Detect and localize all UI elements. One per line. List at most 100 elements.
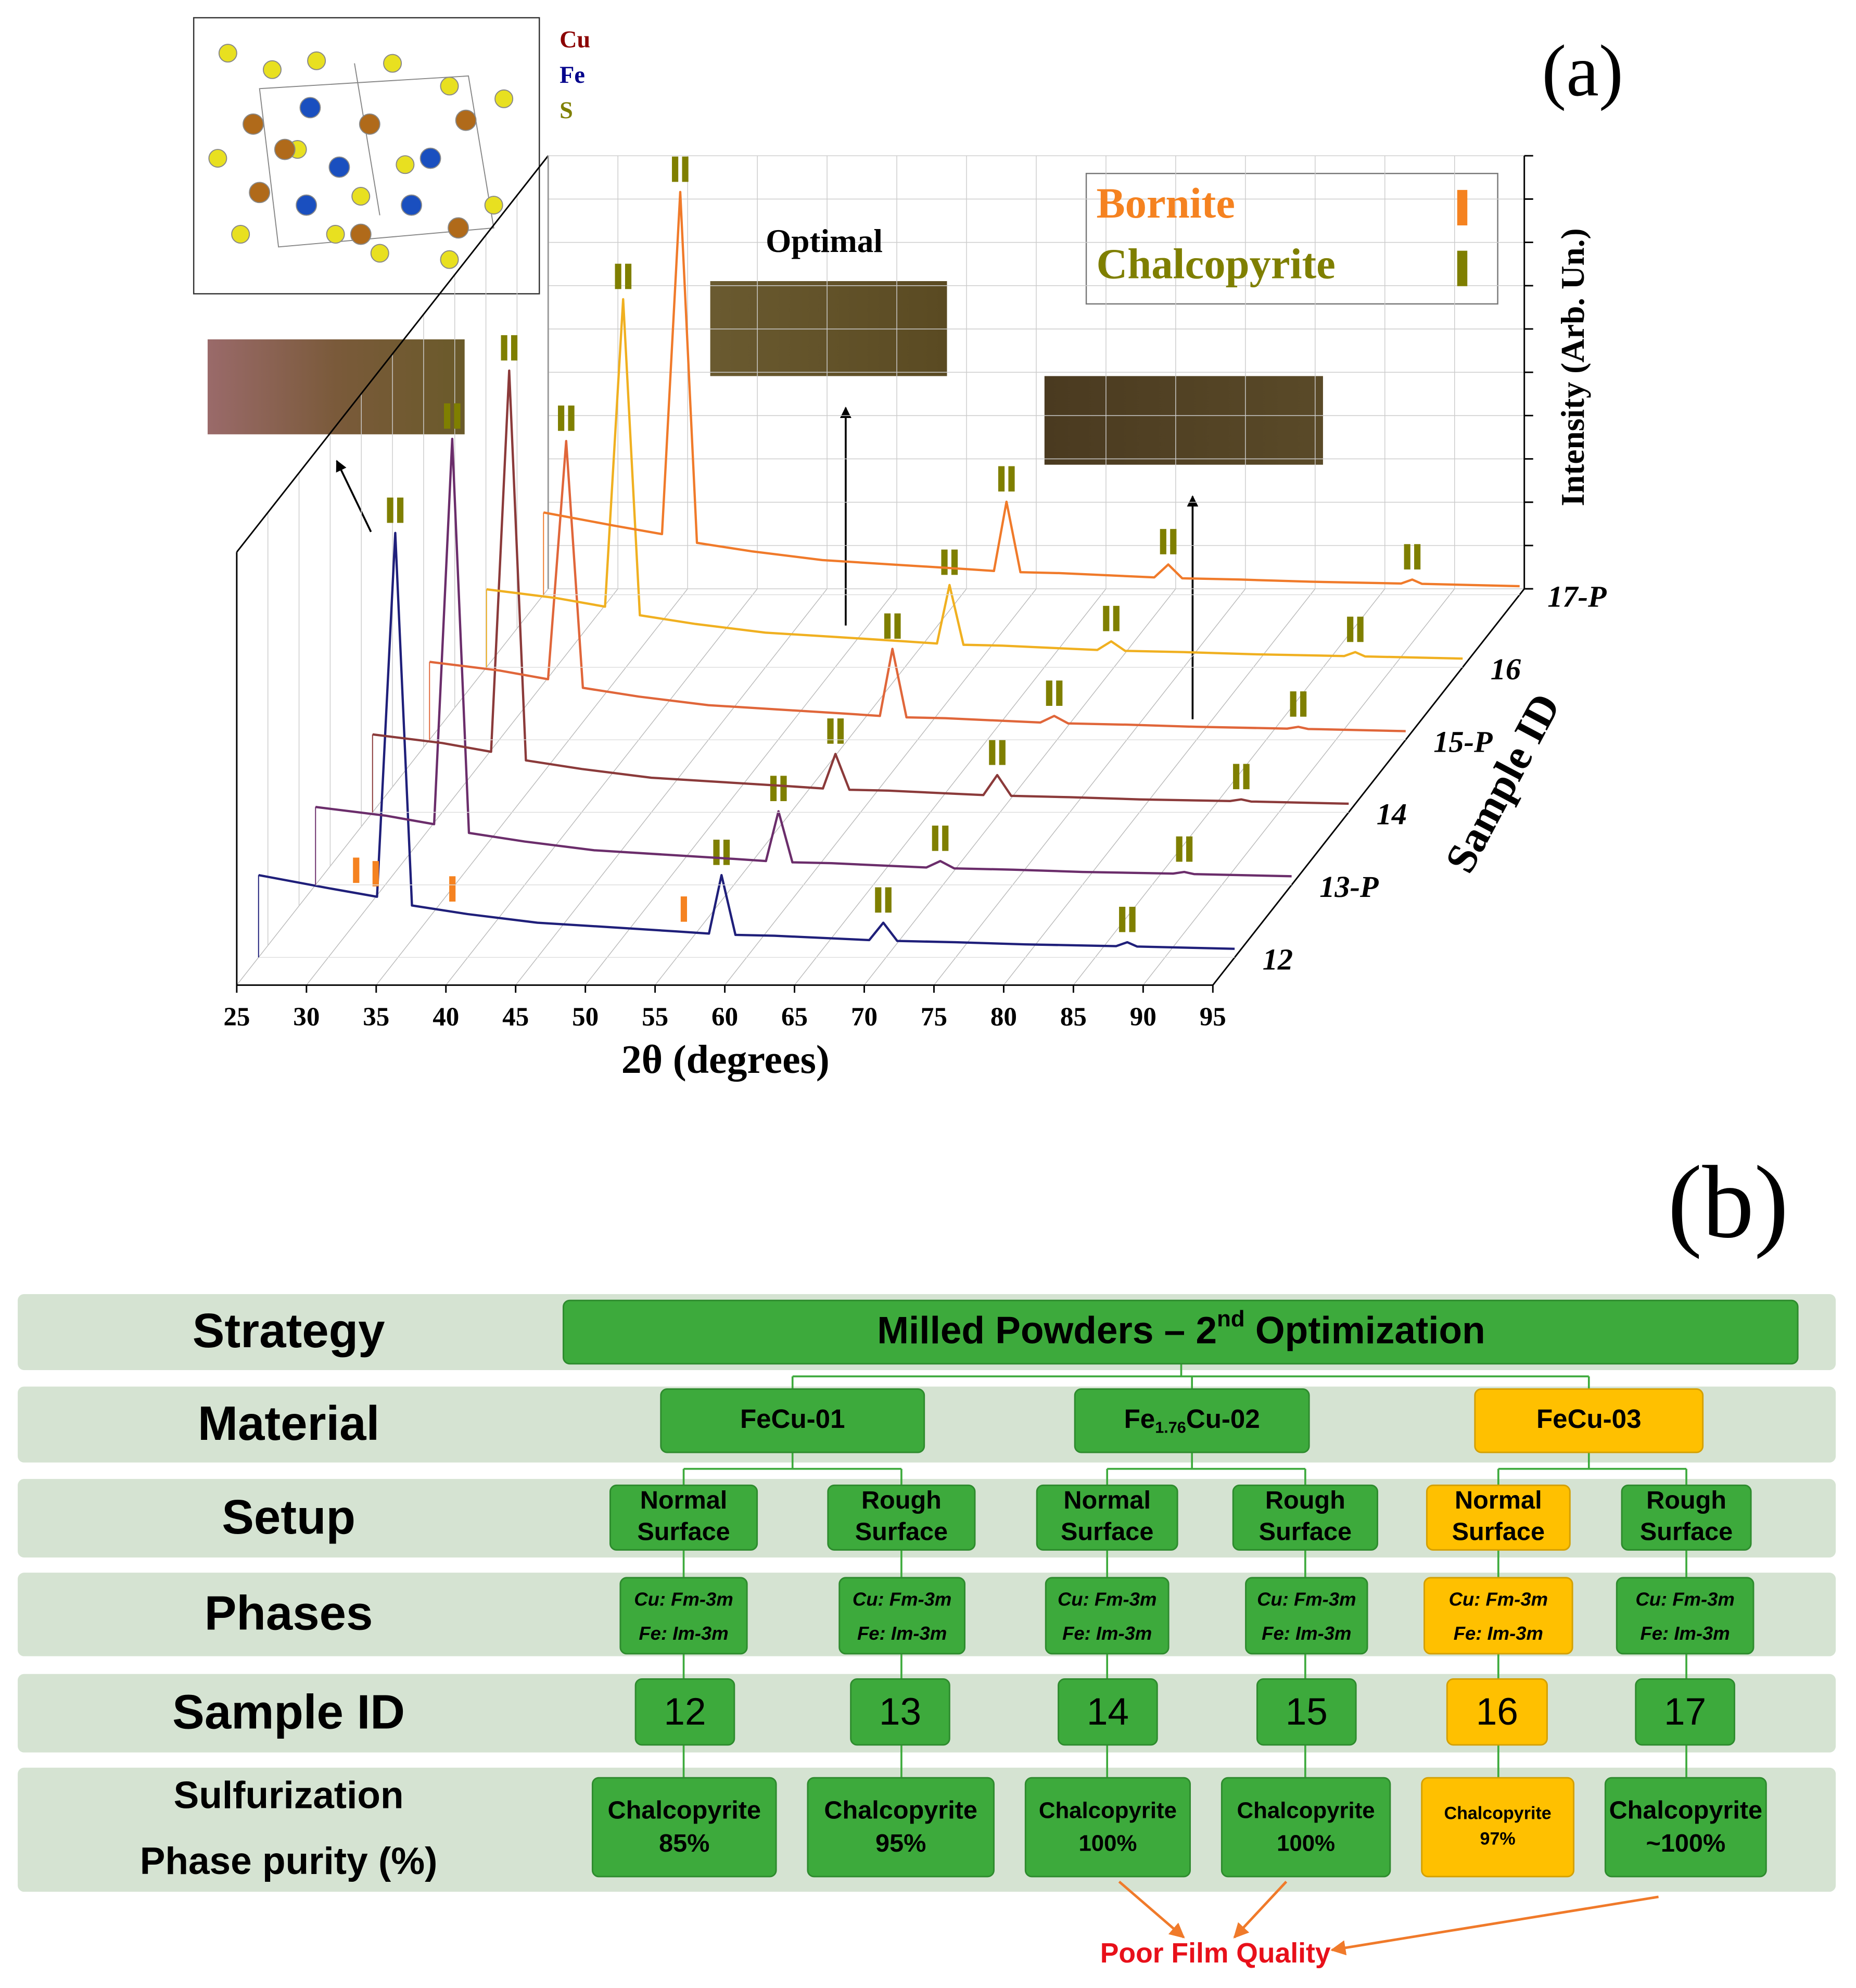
node-label: 17 xyxy=(1664,1691,1706,1733)
phase-marker xyxy=(353,857,360,883)
node-label: Fe: Im-3m xyxy=(1062,1623,1152,1644)
node-label: Cu: Fm-3m xyxy=(853,1588,951,1610)
node-box xyxy=(1423,1577,1573,1655)
node-label: Surface xyxy=(1259,1518,1352,1546)
phase-marker xyxy=(942,825,949,851)
node-box xyxy=(1024,1777,1191,1878)
floor-grid-line xyxy=(724,588,1037,985)
phase-marker xyxy=(672,156,679,182)
label-part: nd xyxy=(1217,1306,1244,1331)
phase-marker xyxy=(1290,691,1296,717)
node-box xyxy=(1074,1388,1310,1453)
floor-grid-line xyxy=(933,588,1246,985)
node-label: ~100% xyxy=(1646,1829,1725,1857)
phase-marker xyxy=(723,840,730,865)
label-part: 1.76 xyxy=(1155,1419,1186,1437)
xrd-chart: 25 30 35 40 45 50 55 60 65 70 75 80 85 90 95 12 13-P 14 15… xyxy=(223,26,1623,1082)
phase-marker xyxy=(625,263,632,289)
node-box xyxy=(1446,1678,1548,1746)
phase-marker xyxy=(941,549,948,575)
phase-marker xyxy=(951,549,958,575)
node-box xyxy=(1635,1678,1735,1746)
node-box xyxy=(634,1678,735,1746)
node-label: Surface xyxy=(637,1518,730,1546)
phase-marker xyxy=(1347,616,1354,642)
x-tick-label: 30 xyxy=(293,1002,320,1032)
node-label: Cu: Fm-3m xyxy=(634,1588,733,1610)
legend-label: Chalcopyrite xyxy=(1097,240,1336,288)
node-label: 15 xyxy=(1286,1691,1328,1733)
arrow xyxy=(1118,1880,1185,1939)
element-label: S xyxy=(560,97,573,123)
crystal-inset xyxy=(193,17,540,295)
label-part: Cu-02 xyxy=(1186,1404,1260,1434)
phase-marker xyxy=(713,840,720,865)
phase-marker xyxy=(1186,836,1193,862)
node-box xyxy=(1474,1388,1704,1453)
phase-marker xyxy=(770,776,777,801)
label-part: Fe xyxy=(1124,1404,1155,1434)
y-axis-label: Intensity (Arb. Un.) xyxy=(1555,228,1591,506)
z-axis-label: Sample ID xyxy=(1435,686,1569,880)
phase-marker xyxy=(1176,836,1183,862)
insets xyxy=(193,17,1498,719)
photo-inset xyxy=(207,339,465,435)
panel-label: (b) xyxy=(1668,1145,1789,1260)
node-label: Rough xyxy=(1265,1486,1345,1514)
phase-marker xyxy=(444,403,451,429)
row-label: Sulfurization xyxy=(174,1774,404,1816)
label-part: FeCu-03 xyxy=(1536,1404,1642,1434)
phase-marker xyxy=(998,466,1005,492)
phase-marker xyxy=(1170,529,1177,554)
note: Poor Film Quality xyxy=(1100,1938,1331,1969)
node-label: FeCu-03 xyxy=(1536,1404,1642,1434)
phase-marker xyxy=(454,403,461,429)
series-label: 14 xyxy=(1377,797,1407,831)
phase-marker xyxy=(1129,906,1136,932)
phase-marker xyxy=(1113,605,1120,631)
node-label: Chalcopyrite xyxy=(824,1796,977,1825)
depth-axis xyxy=(1212,588,1525,986)
node-box xyxy=(1426,1484,1571,1551)
node-box xyxy=(1232,1484,1378,1551)
xrd-trace xyxy=(258,531,1235,950)
label-part: FeCu-01 xyxy=(740,1404,845,1434)
x-axis-label: 2θ (degrees) xyxy=(621,1037,830,1082)
phase-marker xyxy=(1119,906,1126,932)
x-tick-label: 85 xyxy=(1060,1002,1087,1032)
x-tick-label: 70 xyxy=(851,1002,878,1032)
node-label: Fe1.76Cu-02 xyxy=(1124,1404,1260,1437)
phase-marker xyxy=(1103,605,1110,631)
node-box xyxy=(1421,1777,1575,1878)
phase-marker xyxy=(1404,544,1410,569)
phase-marker xyxy=(372,861,379,887)
node-label: Chalcopyrite xyxy=(1237,1797,1375,1823)
phase-marker xyxy=(511,335,518,361)
series-label: 15-P xyxy=(1433,725,1493,758)
node-box xyxy=(1256,1678,1357,1746)
node-box xyxy=(1616,1577,1755,1655)
phase-marker xyxy=(387,497,393,523)
phase-marker xyxy=(885,887,892,913)
floor-grid-line xyxy=(446,588,758,985)
node-label: Cu: Fm-3m xyxy=(1257,1588,1356,1610)
phase-marker xyxy=(884,613,891,639)
node-box xyxy=(1621,1484,1752,1551)
node-box xyxy=(807,1777,995,1878)
phase-marker xyxy=(1357,616,1364,642)
phase-marker xyxy=(682,156,689,182)
node-box xyxy=(850,1678,950,1746)
node-label: Surface xyxy=(1061,1518,1153,1546)
x-tick-label: 95 xyxy=(1200,1002,1226,1032)
node-label: Surface xyxy=(1640,1518,1733,1546)
node-label: Chalcopyrite xyxy=(1609,1796,1763,1825)
node-box xyxy=(1045,1577,1169,1655)
label-part: Milled Powders – 2 xyxy=(877,1310,1217,1352)
phase-marker xyxy=(501,335,507,361)
x-tick-label: 80 xyxy=(990,1002,1017,1032)
panel-label: (a) xyxy=(1542,30,1623,111)
xrd-trace xyxy=(429,440,1406,732)
floor-grid-line xyxy=(376,588,688,985)
node-label: Chalcopyrite xyxy=(607,1796,761,1825)
